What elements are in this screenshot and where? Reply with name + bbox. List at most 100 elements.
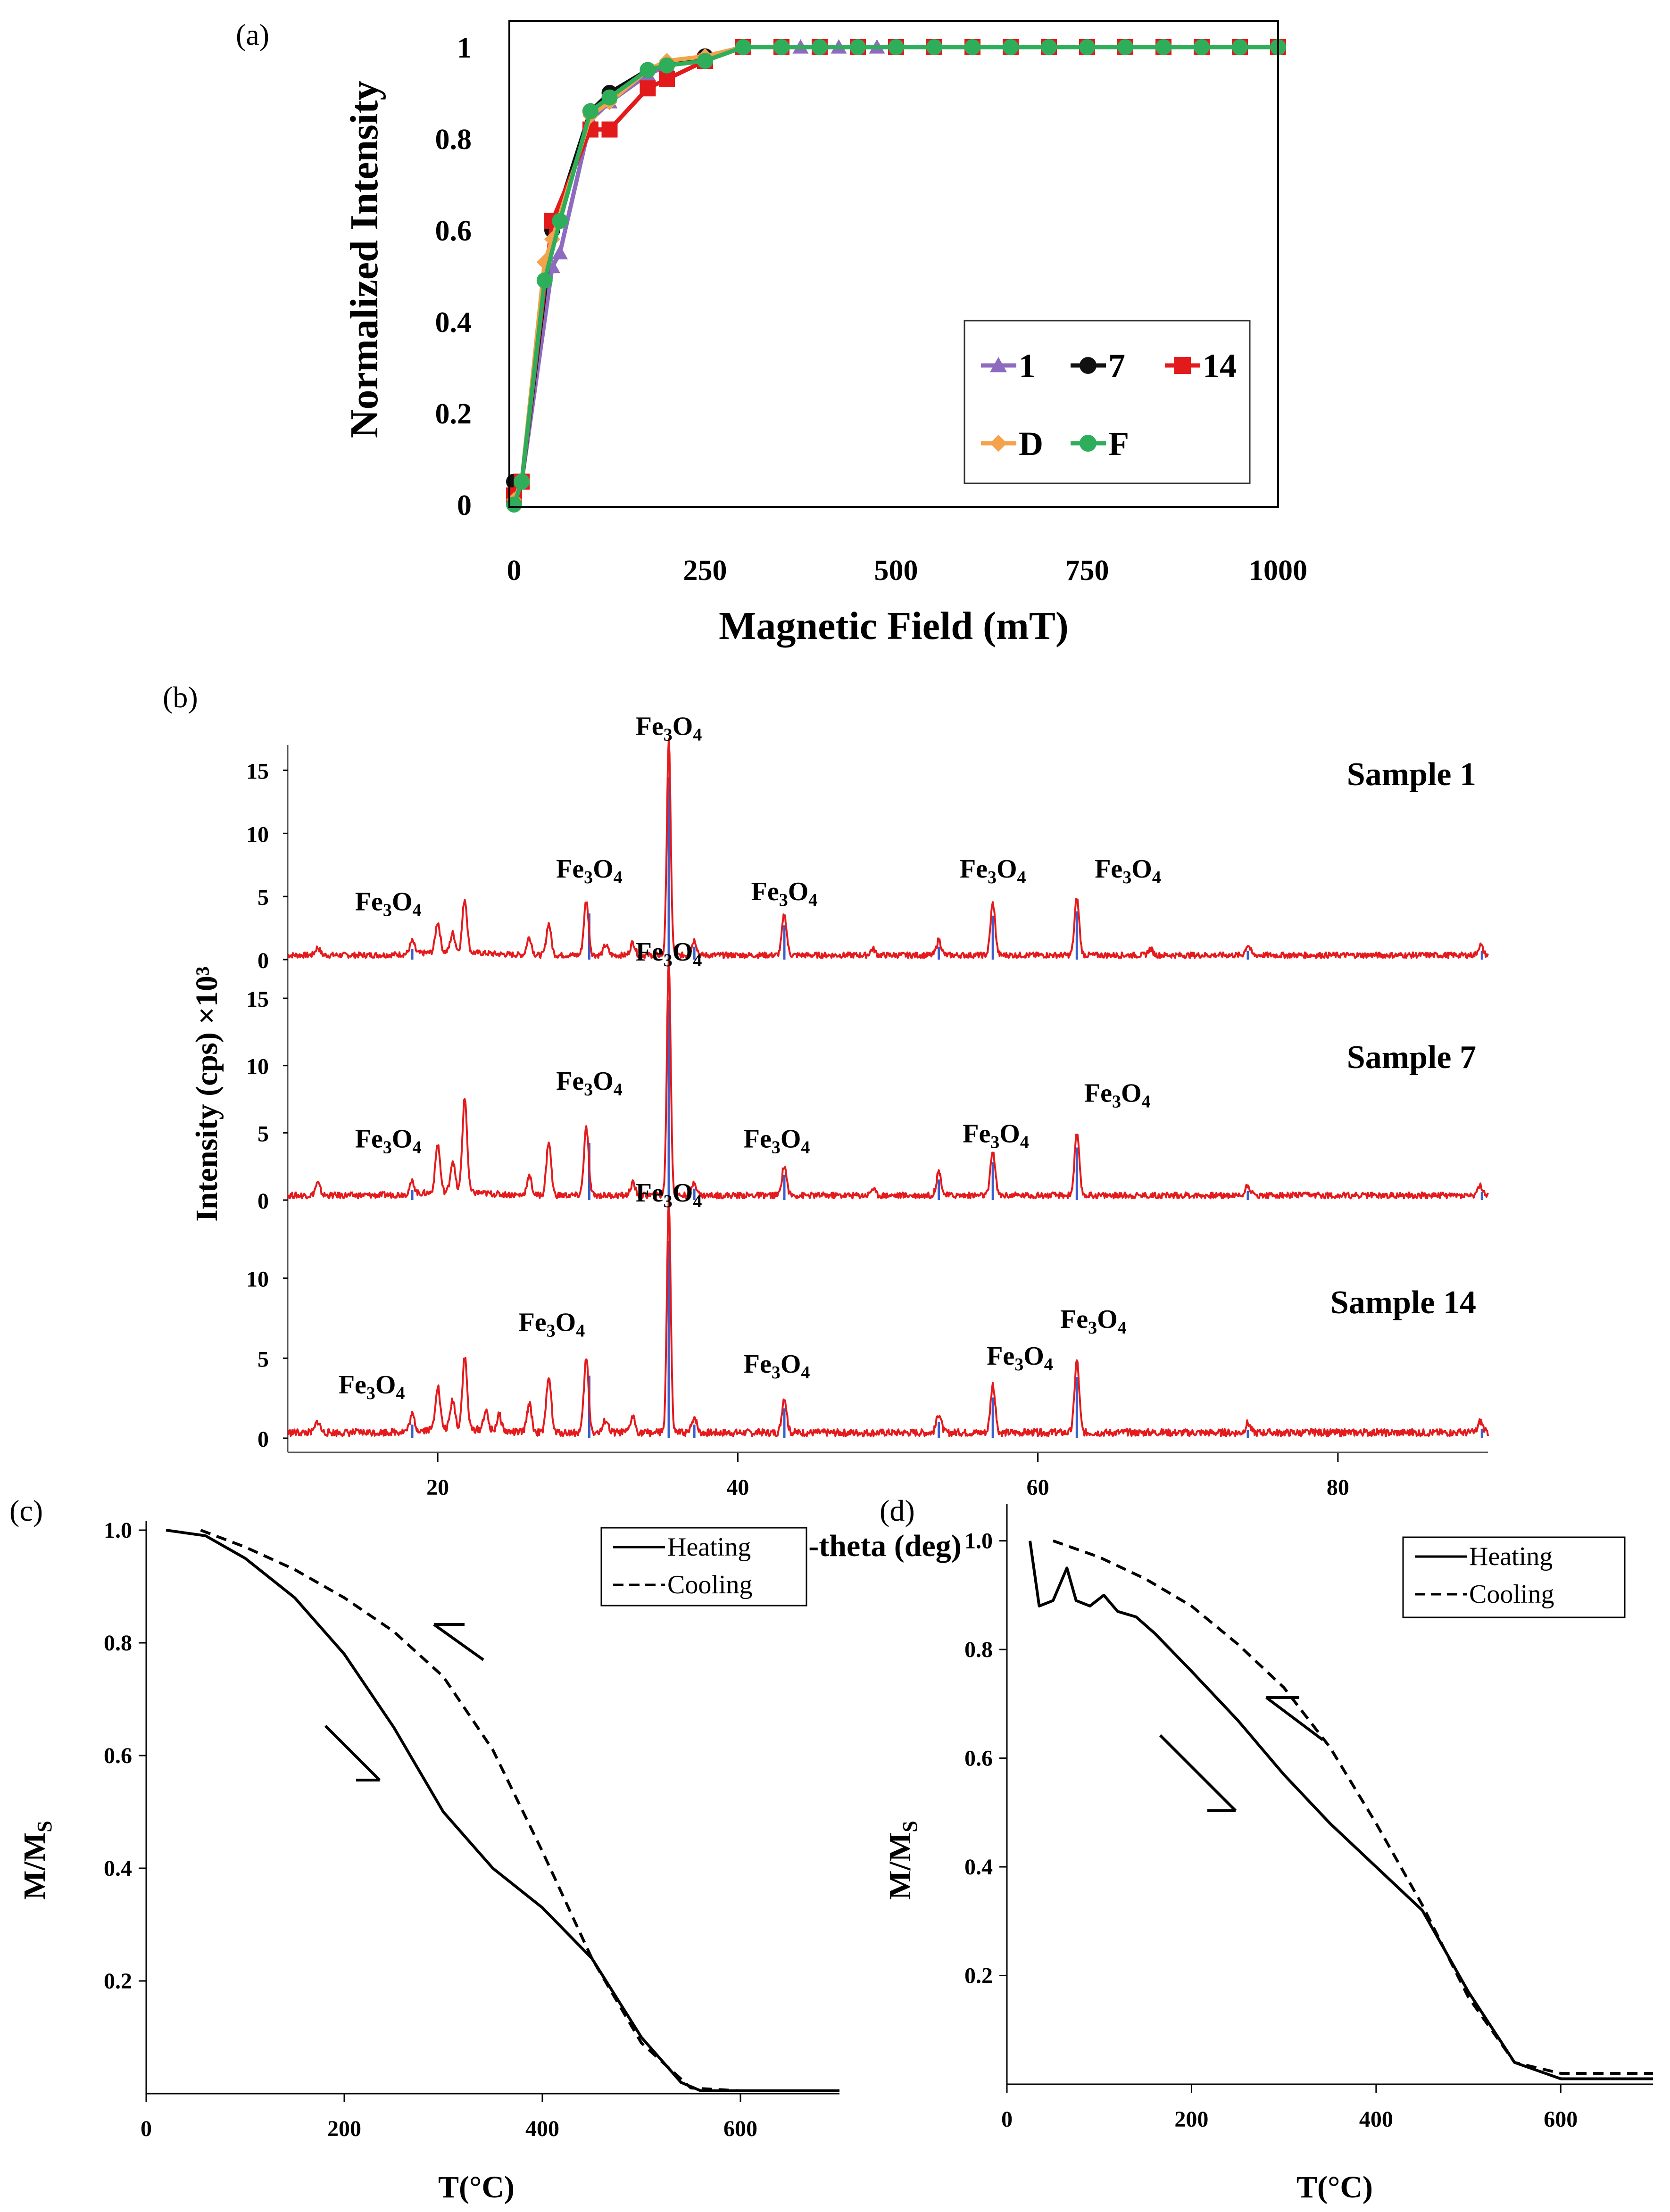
panel-a-point-F-14 [926, 39, 942, 55]
panel-b-3-peak-label-5: Fe3O4 [1060, 1305, 1127, 1338]
panel-a-ytick-0: 0 [457, 489, 472, 522]
panel-b-2-peak-label-0-part-1: 3 [383, 1138, 392, 1158]
panel-b-2-peak-label-3: Fe3O4 [744, 1125, 810, 1158]
panel-b-1-peak-label-3-part-3: 4 [808, 890, 817, 910]
panel-b-3-peak-label-3: Fe3O4 [744, 1350, 810, 1383]
panel-c-ytick-4: 1.0 [104, 1518, 132, 1543]
panel-b-3-peak-label-1-part-3: 4 [576, 1321, 585, 1341]
panel-b-1-peak-label-4: Fe3O4 [960, 854, 1026, 887]
panel-b-1-ytick-0: 0 [258, 948, 269, 973]
panel-b-1-peak-label-0-part-0: Fe [355, 887, 383, 917]
panel-b-2-peak-label-0-part-0: Fe [355, 1125, 383, 1154]
panel-b-1-peak-label-4-part-0: Fe [960, 854, 988, 884]
panel-b-2-peak-label-5: Fe3O4 [1084, 1079, 1151, 1112]
panel-d-plot: 0 200 400 600 0.2 0.4 0.6 0.8 1.0 Heating Cooling [964, 1504, 1653, 2132]
panel-c-xtick-0: 0 [141, 2116, 152, 2141]
panel-b-2-peak-label-2-part-0: Fe [636, 937, 664, 967]
panel-a-legend-label-7: 7 [1108, 347, 1125, 385]
panel-b-2-peak-label-2-part-2: O [673, 937, 693, 967]
panel-b-1-peak-label-5-part-1: 3 [1122, 868, 1131, 887]
panel-b-2-peak-label-4-part-0: Fe [963, 1119, 990, 1148]
panel-b-1-ytick-1: 5 [258, 885, 269, 910]
panel-a-point-F-16 [1003, 39, 1019, 55]
panel-b-1-peak-label-2-part-3: 4 [693, 725, 702, 745]
panel-b-1-peak-label-0-part-1: 3 [383, 901, 392, 920]
panel-b-3-peak-label-1-part-1: 3 [547, 1321, 556, 1341]
panel-c-xtick-1: 200 [327, 2116, 361, 2141]
panel-d-ytick-0: 0.2 [964, 1963, 993, 1988]
panel-a-xtick-0: 0 [507, 555, 522, 587]
panel-b-2-peak-label-3-part-0: Fe [744, 1125, 772, 1154]
panel-a-point-F-12 [850, 39, 866, 55]
panel-b-2-peak-label-3-part-3: 4 [801, 1138, 810, 1158]
panel-b-3-peak-label-2-part-1: 3 [664, 1192, 673, 1211]
panel-a-ytick-2: 0.4 [435, 307, 472, 339]
panel-b-xlabel: 2-theta (deg) [793, 1529, 961, 1563]
panel-d-xtick-0: 0 [1001, 2107, 1013, 2132]
panel-d-arrow-0 [1159, 1734, 1237, 1812]
panel-a-point-F-13 [888, 39, 904, 55]
panel-b-2-peak-label-5-part-2: O [1121, 1079, 1142, 1108]
panel-b-3-peak-label-5-part-3: 4 [1118, 1318, 1127, 1338]
panel-a-point-F-3 [552, 213, 568, 229]
panel-a-point-F-18 [1079, 39, 1095, 55]
panel-b-3-peak-label-1-part-0: Fe [519, 1308, 547, 1337]
panel-d-ytick-4: 1.0 [964, 1529, 993, 1554]
panel-b-3-peak-label-4-part-0: Fe [987, 1342, 1014, 1371]
panel-a-point-F-1 [514, 473, 530, 490]
panel-b-3-peak-label-0-part-2: O [375, 1370, 396, 1400]
panel-c-xlabel: T(°C) [438, 2170, 515, 2204]
panel-b-2-peak-label-1-part-3: 4 [614, 1080, 623, 1100]
panel-b-3-peak-label-1-part-2: O [556, 1308, 576, 1337]
panel-b-2-peak-label-2-part-1: 3 [664, 951, 673, 970]
panel-a-point-14-6 [659, 71, 675, 87]
panel-a-ytick-4: 0.8 [435, 124, 472, 156]
panel-b-3-ytick-0: 0 [258, 1427, 269, 1452]
panel-b-1-peak-label-1: Fe3O4 [556, 854, 623, 887]
panel-a-frame [508, 20, 1279, 508]
panel-b-1-peak-label-3-part-0: Fe [751, 877, 779, 906]
panel-a-point-F-15 [964, 39, 980, 55]
panel-d-xtick-3: 600 [1544, 2107, 1578, 2132]
panel-b-2-peak-label-0-part-3: 4 [412, 1138, 421, 1158]
panel-b-2-peak-label-4-part-1: 3 [990, 1132, 999, 1152]
panel-b-1-peak-label-2-part-0: Fe [636, 712, 664, 741]
panel-a-point-F-11 [812, 39, 828, 55]
panel-a-point-F-21 [1194, 39, 1210, 55]
panel-b-2-peak-label-5-part-0: Fe [1084, 1079, 1112, 1108]
panel-a-legend-box [964, 320, 1251, 484]
panel-b-2-pattern [287, 957, 1489, 1200]
panel-b-3-ytick-2: 10 [246, 1267, 269, 1292]
panel-b-1-peak-label-2-part-2: O [673, 712, 693, 741]
panel-b-1-peak-label-1-part-2: O [593, 854, 614, 884]
panel-d-ylabel: M/MS [883, 1821, 922, 1899]
panel-b-3-peak-label-5-part-0: Fe [1060, 1305, 1088, 1334]
panel-b-2-peak-label-4-part-3: 4 [1020, 1132, 1029, 1152]
panel-a-legend-marker-D [990, 435, 1007, 452]
panel-c: (c) M/MS T(°C) 0 200 400 600 0.2 0.4 0.6 0.8 1.0… [9, 1494, 839, 2204]
panel-c-ytick-1: 0.4 [104, 1856, 132, 1881]
panel-c-plot: 0 200 400 600 0.2 0.4 0.6 0.8 1.0 Heating Cooling [104, 1518, 839, 2141]
panel-b-2-peak-label-5-part-1: 3 [1112, 1092, 1121, 1112]
panel-b-3-peak-label-4-part-3: 4 [1044, 1355, 1053, 1375]
panel-b-3-peak-label-4-part-2: O [1023, 1342, 1044, 1371]
panel-d-xtick-2: 400 [1359, 2107, 1393, 2132]
panel-d-legend-label-cooling: Cooling [1469, 1580, 1554, 1609]
panel-b-2-peak-label-1-part-1: 3 [584, 1080, 593, 1100]
panel-a-series-F [506, 39, 1286, 513]
panel-b-sample-label-3: Sample 14 [1330, 1284, 1476, 1321]
panel-b-1-pattern [287, 737, 1489, 959]
panel-b-1-ytick-2: 10 [246, 822, 269, 847]
panel-a-point-F-6 [640, 62, 656, 78]
panel-d-curve-heating [1028, 1541, 1653, 2080]
panel-c-ylabel-sub: S [33, 1821, 56, 1832]
panel-b-1-peak-label-1-part-0: Fe [556, 854, 584, 884]
panel-c-ylabel-main: M/M [17, 1832, 52, 1900]
panel-a-ylabel: Normalized Intensity [342, 81, 386, 438]
panel-b-3-peak-label-0-part-1: 3 [366, 1384, 375, 1403]
panel-a-point-F-4 [582, 103, 598, 119]
panel-b-2-peak-label-4-part-2: O [999, 1119, 1020, 1148]
panel-a-xtick-2: 500 [874, 555, 918, 587]
